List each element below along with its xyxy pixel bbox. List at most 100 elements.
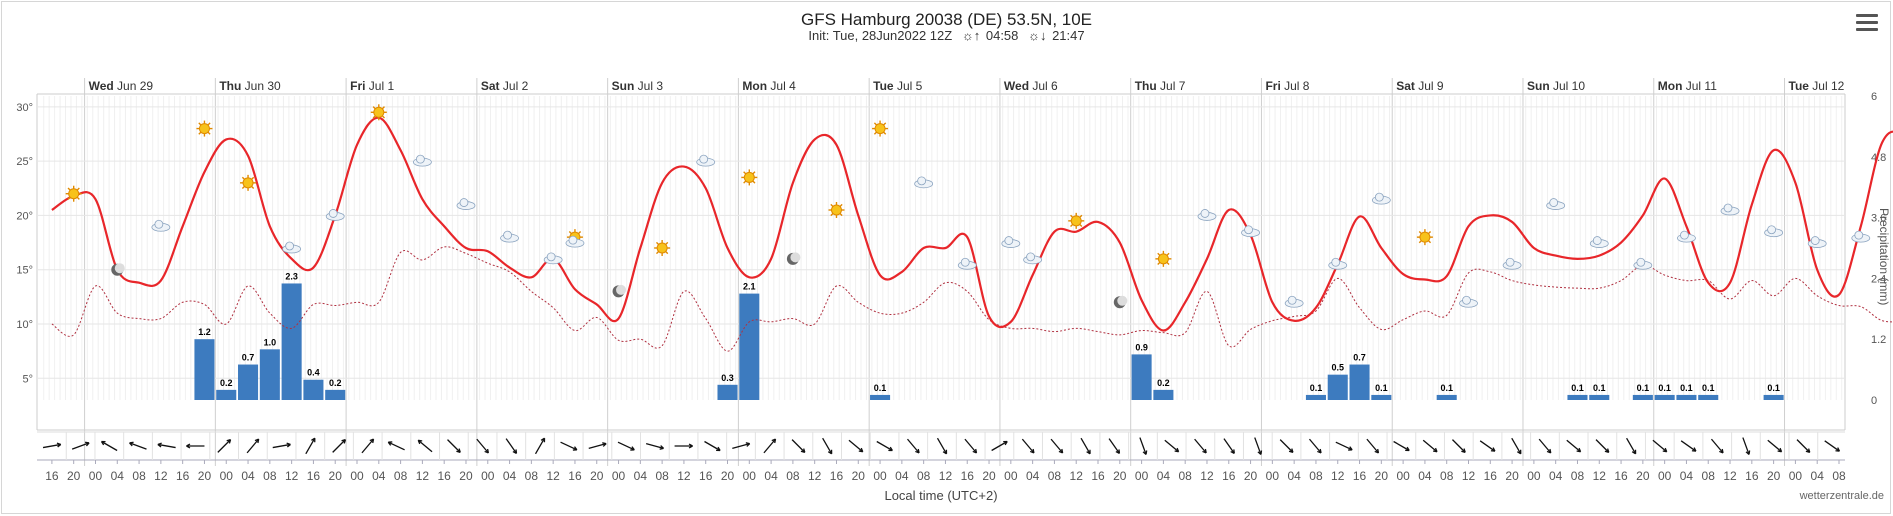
- wind-arrow-head: [688, 445, 693, 449]
- x-tick-label: 20: [329, 469, 343, 483]
- x-tick-label: 16: [176, 469, 190, 483]
- x-tick-label: 08: [1702, 469, 1716, 483]
- precip-bar-label: 0.4: [307, 368, 320, 378]
- wind-arrow: [617, 441, 635, 451]
- dewpoint-line: [51, 246, 1893, 352]
- cloud-puff: [1636, 257, 1646, 267]
- sun-ray: [655, 241, 660, 245]
- x-tick-label: 04: [241, 469, 255, 483]
- wind-arrow-head: [372, 438, 375, 444]
- x-tick-label: 16: [961, 469, 975, 483]
- wind-arrow: [906, 438, 920, 454]
- precip-bar-label: 0.2: [1157, 378, 1170, 388]
- sun-ray: [665, 251, 669, 255]
- x-tick-label: 00: [743, 469, 757, 483]
- sun-disc: [68, 188, 80, 200]
- x-tick-label: 00: [1789, 469, 1803, 483]
- sun-icon: [654, 240, 671, 256]
- cloud-puff: [1680, 230, 1689, 240]
- x-tick-label: 08: [132, 469, 146, 483]
- cloud-puff: [1723, 203, 1733, 213]
- cloud-puff: [328, 209, 338, 218]
- sun-ray: [251, 176, 255, 180]
- precip-bar: [303, 379, 324, 400]
- wind-arrow-head: [1631, 451, 1636, 455]
- wind-arrow: [848, 439, 864, 453]
- chart-title: GFS Hamburg 20038 (DE) 53.5N, 10E: [800, 10, 1093, 29]
- day-label: Thu Jul 7: [1135, 79, 1186, 93]
- day-label: Mon Jul 4: [742, 79, 796, 93]
- cloud-puff: [568, 235, 578, 245]
- wind-arrow: [388, 441, 405, 451]
- wind-arrow-head: [915, 450, 920, 454]
- sun-ray: [873, 131, 878, 135]
- x-tick-label: 16: [568, 469, 582, 483]
- wind-arrow: [1050, 438, 1064, 454]
- wind-arrow-head: [1058, 450, 1063, 454]
- cloud-icon: [1677, 230, 1696, 243]
- cloud-icon: [456, 198, 476, 210]
- wind-arrow: [791, 439, 806, 453]
- wind-arrow: [1767, 439, 1782, 453]
- x-tick-label: 04: [895, 469, 909, 483]
- sun-ray: [665, 241, 669, 245]
- chart-subtitle: Init: Tue, 28Jun2022 12Z ☼↑ 04:58 ☼↓ 21:…: [0, 28, 1893, 43]
- cloud-puff: [1767, 225, 1777, 235]
- precip-bar-label: 0.1: [1375, 383, 1388, 393]
- x-tick-label: 16: [1484, 469, 1498, 483]
- y-axis-right-label: Precipitation (mm): [1877, 208, 1891, 305]
- x-tick-label: 04: [1026, 469, 1040, 483]
- x-tick-label: 20: [1244, 469, 1258, 483]
- wind-arrow-head: [1230, 451, 1235, 454]
- cloud-puff: [154, 219, 164, 229]
- precip-bar-label: 0.1: [874, 383, 887, 393]
- wind-arrow: [1279, 439, 1294, 453]
- credit-text[interactable]: wetterzentrale.de: [1799, 490, 1884, 502]
- wind-arrow: [447, 439, 461, 453]
- wind-arrow: [217, 439, 231, 453]
- day-label: Fri Jul 1: [350, 79, 394, 93]
- sun-disc: [198, 123, 210, 135]
- wind-arrow: [1479, 440, 1496, 452]
- cloud-puff: [503, 230, 512, 240]
- x-tick-label: 08: [1048, 469, 1062, 483]
- moon-icon: [1113, 295, 1128, 309]
- x-tick-label: 12: [285, 469, 299, 483]
- sun-disc: [874, 123, 886, 135]
- wind-arrow-head: [1662, 450, 1667, 453]
- sun-icon: [741, 169, 758, 186]
- moon-icon: [786, 252, 801, 265]
- x-tick-label: 20: [67, 469, 81, 483]
- cloud-icon: [1851, 230, 1871, 243]
- wind-arrow: [1595, 439, 1610, 453]
- x-tick-label: 08: [263, 469, 277, 483]
- sun-icon: [196, 120, 213, 137]
- x-tick-label: 20: [1375, 469, 1389, 483]
- precip-bar: [281, 283, 302, 400]
- x-tick-label: 04: [372, 469, 386, 483]
- precip-bar-label: 0.3: [721, 373, 734, 383]
- precip-bar-label: 0.1: [1702, 383, 1715, 393]
- wind-arrow: [1511, 437, 1522, 455]
- x-tick-label: 00: [873, 469, 887, 483]
- hamburger-menu-icon[interactable]: [1856, 14, 1878, 34]
- y-tick-right: 0: [1871, 395, 1877, 407]
- wind-arrow: [157, 443, 176, 449]
- cloud-puff: [960, 257, 970, 267]
- wind-arrow: [1164, 439, 1180, 453]
- x-tick-label: 20: [982, 469, 996, 483]
- precip-bar-label: 1.2: [198, 327, 211, 337]
- wind-arrow-head: [1432, 450, 1438, 453]
- sun-icon: [1416, 229, 1433, 246]
- sun-ray: [752, 180, 756, 184]
- precip-bar-label: 0.7: [1353, 353, 1366, 363]
- cloud-puff: [1854, 230, 1864, 240]
- wind-arrow: [1080, 437, 1091, 455]
- x-tick-label: 08: [1179, 469, 1193, 483]
- sunset-icon: ☼↓: [1028, 28, 1047, 43]
- precip-bar: [1371, 394, 1392, 400]
- wind-arrow-head: [827, 451, 832, 455]
- cloud-puff: [1200, 209, 1210, 218]
- init-time: Init: Tue, 28Jun2022 12Z: [808, 28, 953, 43]
- sun-icon: [370, 104, 387, 121]
